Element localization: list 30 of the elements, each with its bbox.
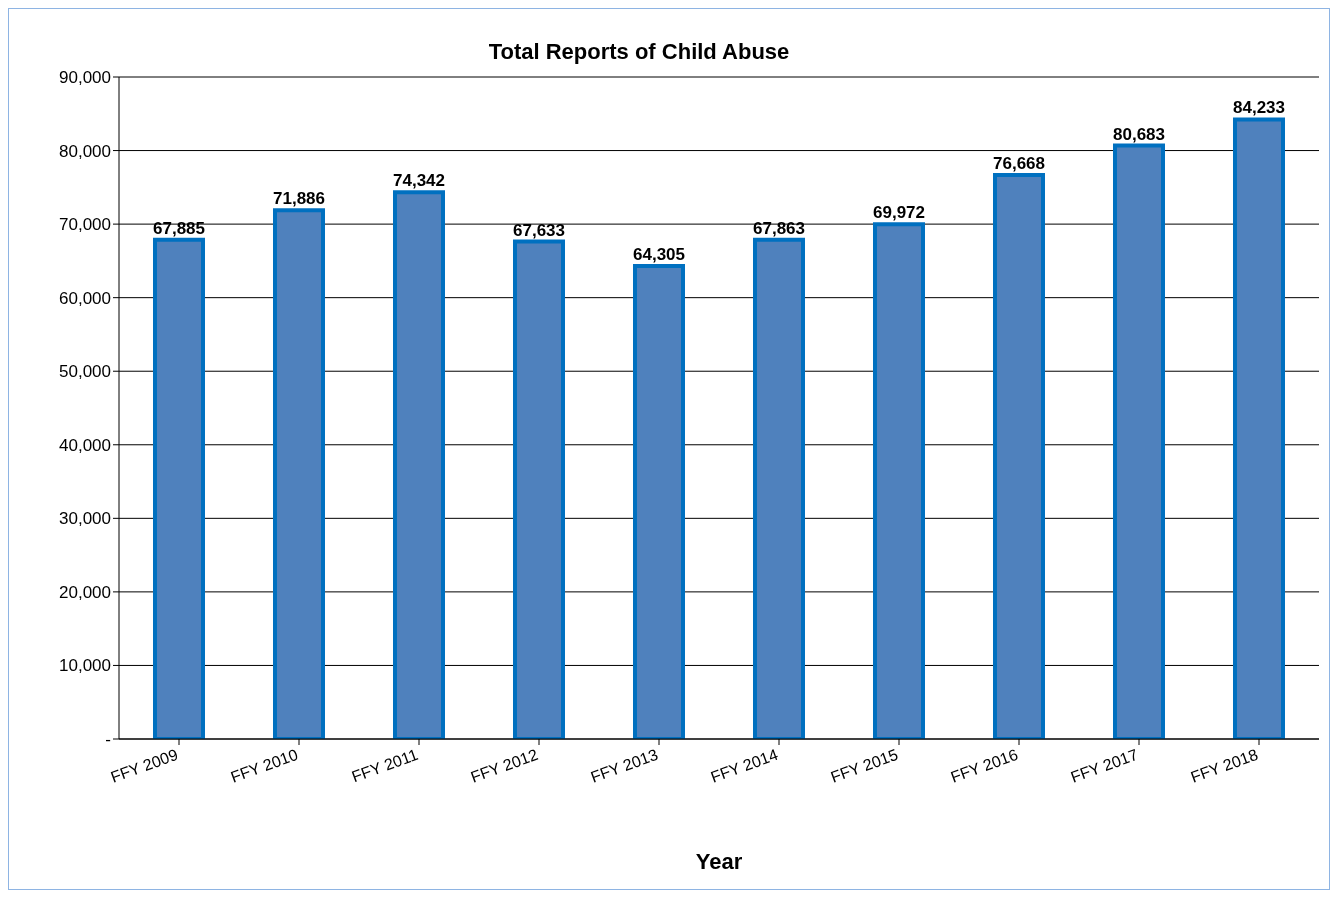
y-tick-label: 80,000	[59, 141, 111, 161]
data-label: 64,305	[633, 245, 685, 264]
x-tick-label: FFY 2017	[1068, 745, 1141, 786]
y-tick-label: 60,000	[59, 288, 111, 308]
x-tick-label: FFY 2015	[828, 745, 901, 786]
x-tick-label: FFY 2016	[948, 745, 1021, 786]
data-label: 76,668	[993, 154, 1045, 174]
data-label: 71,886	[273, 189, 325, 209]
x-tick-label: FFY 2013	[588, 745, 661, 786]
y-tick-label: 10,000	[59, 656, 111, 676]
data-label: 80,683	[1113, 124, 1165, 144]
data-label: 67,633	[513, 220, 565, 240]
x-axis-title: Year	[694, 849, 744, 875]
chart-title: Total Reports of Child Abuse	[487, 39, 791, 65]
x-tick-label: FFY 2012	[468, 745, 541, 786]
y-tick-label: -	[105, 730, 111, 750]
x-tick-label: FFY 2014	[708, 745, 781, 786]
x-tick-label: FFY 2011	[349, 745, 421, 786]
x-tick-label: FFY 2010	[228, 745, 301, 786]
y-tick-label: 20,000	[59, 582, 111, 602]
data-label: 69,972	[873, 203, 925, 223]
y-tick-label: 70,000	[59, 215, 111, 235]
y-tick-label: 90,000	[59, 68, 111, 88]
y-tick-label: 50,000	[59, 362, 111, 382]
data-label: 84,233	[1233, 98, 1285, 118]
y-tick-label: 30,000	[59, 509, 111, 529]
x-tick-label: FFY 2009	[108, 745, 181, 786]
x-tick-label: FFY 2018	[1188, 745, 1261, 786]
data-label: 74,342	[393, 171, 445, 191]
y-tick-label: 40,000	[59, 435, 111, 455]
